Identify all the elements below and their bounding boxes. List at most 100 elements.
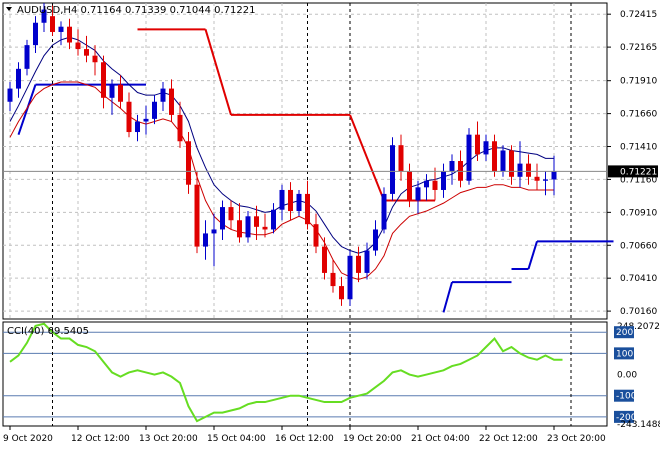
time-tick-label: 13 Oct 20:00 [139, 434, 198, 444]
header-close: 0.71221 [214, 5, 255, 16]
cci-line-group [9, 322, 563, 423]
candle-body [373, 229, 378, 251]
cci-level-badge [614, 326, 634, 339]
candle-body [203, 233, 208, 247]
candle-body [483, 141, 489, 155]
cci-grid [3, 331, 607, 418]
candle-body [169, 88, 174, 115]
header-high: 0.71339 [125, 5, 166, 16]
candle-body [305, 193, 310, 225]
support-line-segment [442, 281, 453, 313]
candle-body [118, 84, 123, 102]
candle-body [143, 118, 149, 122]
cci-tick-label: -100 [616, 392, 637, 402]
time-tick-label: 12 Oct 12:00 [71, 434, 130, 444]
cci-tick-label: 248.2072 [617, 322, 660, 332]
candle-body [526, 163, 531, 177]
candle-body [475, 134, 480, 155]
cci-line [9, 322, 563, 423]
candles [7, 3, 557, 306]
candle-body [322, 246, 327, 273]
candle-body [41, 9, 47, 23]
candle-body [288, 189, 293, 212]
time-tick-label: 19 Oct 20:00 [343, 434, 402, 444]
candle-body [398, 145, 404, 172]
resistance-line-segment [204, 29, 232, 116]
price-tick-label: 0.72165 [620, 43, 657, 53]
candle-body [415, 187, 421, 201]
support-line-segment [17, 84, 37, 135]
moving-average-lower [9, 81, 554, 281]
price-tick-label: 0.70660 [620, 241, 657, 251]
symbol-header: AUDUSD,H4 0.71164 0.71339 0.71044 0.7122… [17, 5, 256, 16]
candle-body [424, 180, 429, 188]
time-tick-label: 16 Oct 12:00 [275, 434, 334, 444]
candle-body [279, 189, 285, 210]
time-tick-label: 22 Oct 12:00 [479, 434, 538, 444]
day-separators [52, 3, 572, 426]
candle-body [364, 250, 370, 273]
price-axis: 0.72415 0.72165 0.71910 0.71660 0.71410 0.711… [3, 10, 658, 317]
candle-body [432, 180, 438, 190]
candle-body [339, 286, 344, 300]
candle-body [67, 26, 72, 43]
current-price-badge [608, 165, 658, 178]
candle-body [254, 216, 259, 227]
cci-tick-label: 0.00 [617, 371, 637, 381]
price-tick-label: 0.71660 [620, 110, 657, 120]
cci-level-badge [614, 410, 634, 423]
candle-body [492, 141, 497, 172]
candle-body [194, 184, 200, 247]
candle-body [390, 145, 395, 194]
price-tick-label: 0.72415 [620, 10, 657, 20]
price-pane [2, 2, 608, 320]
candle-body [7, 88, 13, 102]
candle-body [186, 141, 191, 185]
candle-body [24, 45, 30, 69]
candle-body [50, 16, 55, 32]
cci-level-badge [614, 389, 634, 402]
resistance-line-segment [349, 114, 385, 201]
candle-body [441, 171, 446, 190]
header-open: 0.71164 [81, 5, 122, 16]
candle-body [407, 171, 412, 201]
candle-body [356, 255, 361, 273]
collapse-triangle-icon[interactable] [6, 7, 12, 11]
candle-body [228, 207, 234, 221]
current-price-label: 0.71221 [620, 167, 657, 177]
candle-body [347, 255, 353, 300]
candle-body [16, 68, 21, 89]
time-axis: 9 Oct 2020 12 Oct 12:00 13 Oct 20:00 15 Oct… [3, 426, 606, 444]
header-symbol: AUDUSD [17, 5, 61, 16]
header-low: 0.71044 [170, 5, 211, 16]
price-tick-label: 0.71410 [620, 143, 657, 153]
candle-body [458, 161, 463, 181]
candle-body [220, 207, 225, 230]
candle-body [330, 272, 336, 287]
time-tick-label: 15 Oct 04:00 [207, 434, 266, 444]
candle-body [84, 49, 89, 56]
price-tick-label: 0.71910 [620, 77, 657, 87]
time-tick-label: 23 Oct 20:00 [547, 434, 606, 444]
candle-body [109, 84, 115, 98]
candle-body [534, 176, 540, 181]
candle-body [449, 161, 455, 172]
candle-body [509, 150, 514, 177]
candle-body [543, 179, 548, 181]
candle-body [177, 114, 183, 142]
candle-body [58, 26, 64, 32]
candle-body [33, 22, 38, 46]
candle-body [296, 193, 302, 212]
candle-body [160, 88, 166, 102]
candle-body [500, 150, 506, 172]
candle-body [75, 42, 81, 50]
candle-body [92, 55, 98, 63]
price-tick-label: 0.70160 [620, 307, 657, 317]
price-tick-label: 0.70410 [620, 274, 657, 284]
candle-body [135, 121, 140, 133]
cci-tick-label: 100 [616, 349, 633, 359]
candle-body [271, 209, 276, 230]
candle-body [211, 229, 217, 234]
